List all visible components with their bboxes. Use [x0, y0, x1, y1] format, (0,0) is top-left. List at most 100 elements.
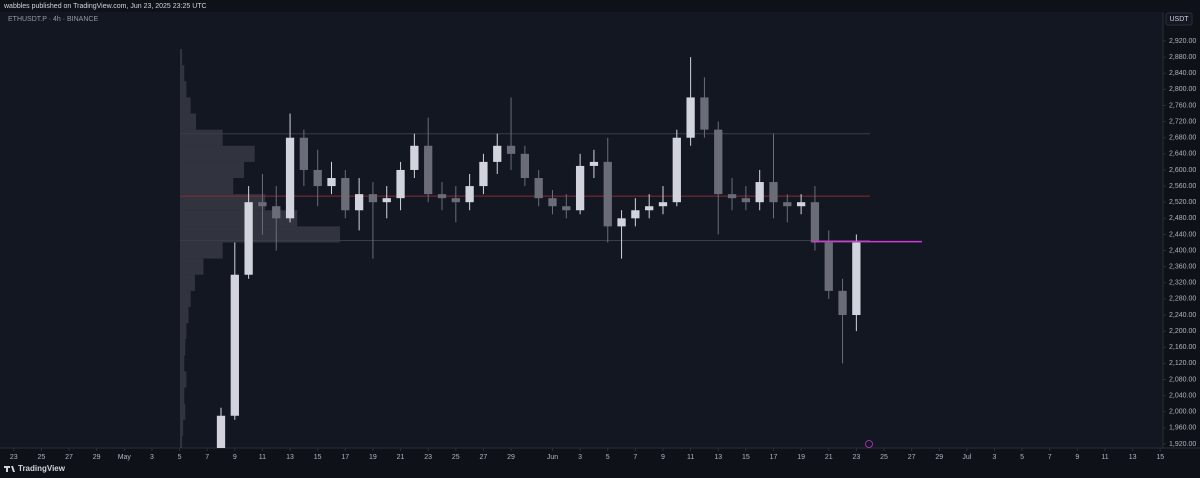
x-tick-label: 11	[259, 454, 266, 461]
x-tick-label: 5	[178, 454, 182, 461]
volume-profile-bar	[180, 113, 196, 130]
x-tick-label: 29	[935, 454, 943, 461]
y-tick-label: 1,960.00	[1169, 425, 1196, 432]
candle-body	[272, 206, 281, 219]
candle-body	[838, 290, 847, 316]
x-tick-label: 15	[314, 454, 322, 461]
x-tick-label: 25	[880, 454, 888, 461]
volume-profile-bar	[180, 387, 185, 404]
candle-body	[741, 198, 751, 203]
volume-profile-bar	[180, 355, 185, 372]
x-tick-label: 7	[633, 454, 637, 461]
volume-profile-bar	[180, 306, 189, 324]
x-tick-label: 3	[150, 454, 154, 461]
candle-body	[824, 242, 833, 291]
volume-profile-bar	[180, 290, 191, 307]
x-tick-label: 17	[341, 454, 349, 461]
y-tick-label: 2,760.00	[1169, 102, 1196, 109]
y-tick-label: 2,640.00	[1169, 151, 1196, 158]
candle-body	[645, 206, 654, 211]
y-tick-label: 2,280.00	[1169, 296, 1196, 303]
x-tick-label: 25	[452, 454, 460, 461]
volume-profile-bar	[180, 81, 187, 98]
y-tick-label: 2,480.00	[1169, 215, 1196, 222]
x-tick-label: 13	[286, 454, 294, 461]
currency-box[interactable]	[1165, 12, 1193, 26]
volume-profile-bar	[180, 419, 184, 436]
volume-profile-bar	[180, 65, 185, 82]
candle-body	[244, 202, 253, 275]
y-tick-label: 2,200.00	[1169, 328, 1196, 335]
y-tick-label: 2,400.00	[1169, 247, 1196, 254]
y-tick-label: 2,720.00	[1169, 118, 1196, 125]
x-tick-label: 17	[770, 454, 778, 461]
y-tick-label: 2,080.00	[1169, 376, 1196, 383]
candle-body	[755, 182, 764, 203]
y-tick-label: 2,600.00	[1169, 167, 1196, 174]
candle-body	[769, 182, 778, 203]
event-marker[interactable]	[865, 440, 873, 448]
x-tick-label: 21	[397, 454, 405, 461]
candle-body	[354, 194, 364, 211]
x-tick-label: 23	[424, 454, 432, 461]
candle-body	[410, 145, 419, 170]
x-tick-label: 3	[993, 454, 997, 461]
y-tick-label: 2,120.00	[1169, 360, 1196, 367]
currency[interactable]: USDT	[1169, 16, 1189, 23]
x-tick-label: 27	[908, 454, 916, 461]
candle-body	[548, 198, 557, 207]
volume-profile-bar	[180, 161, 244, 179]
logo-icon[interactable]	[4, 466, 15, 472]
x-tick-label: 19	[797, 454, 805, 461]
candle-body	[313, 169, 322, 187]
candle-body	[368, 194, 378, 203]
candle-body	[285, 137, 295, 219]
volume-profile-bar	[180, 274, 195, 291]
candle-body	[327, 178, 336, 187]
candle-body	[631, 210, 640, 219]
volume-profile-bar	[180, 210, 298, 227]
candle-body	[603, 161, 612, 227]
footer-logo[interactable]: TradingView	[4, 464, 66, 473]
volume-profile-bar	[180, 145, 255, 162]
x-tick-label: 27	[65, 454, 73, 461]
candle-body	[575, 165, 585, 211]
candle-body	[437, 194, 447, 199]
plot-layer	[180, 49, 922, 448]
x-tick-label: 29	[507, 454, 515, 461]
y-tick-label: 2,840.00	[1169, 70, 1196, 77]
volume-profile-bar	[180, 371, 187, 388]
volume-profile-bar	[180, 323, 187, 340]
candle-body	[714, 129, 723, 195]
volume-profile-bar	[180, 339, 186, 356]
x-tick-label: 9	[1075, 454, 1079, 461]
x-tick-label: 11	[1101, 454, 1108, 461]
x-tick-label: 15	[1156, 454, 1164, 461]
candle-body	[216, 415, 226, 448]
candle-body	[465, 186, 474, 203]
candle-body	[562, 206, 571, 211]
plot-area	[0, 12, 1163, 448]
x-tick-label: 23	[852, 454, 860, 461]
y-tick-label: 2,880.00	[1169, 54, 1196, 61]
x-tick-label: 3	[578, 454, 582, 461]
y-tick-label: 2,440.00	[1169, 231, 1196, 238]
volume-profile-bar	[180, 403, 186, 420]
candle-body	[258, 202, 267, 207]
candle-body	[479, 161, 488, 187]
brand[interactable]: TradingView	[18, 464, 66, 473]
volume-profile-bar	[180, 194, 266, 211]
candle-body	[852, 242, 861, 316]
volume-profile-bar	[180, 258, 204, 275]
x-tick-label: Jul	[962, 454, 971, 461]
x-tick-label: 21	[825, 454, 833, 461]
volume-profile-bar	[180, 242, 223, 259]
volume-profile-bar	[180, 97, 191, 114]
x-tick-label: 13	[1129, 454, 1137, 461]
x-tick-label: 9	[661, 454, 665, 461]
y-tick-label: 2,920.00	[1169, 38, 1196, 45]
candle-body	[451, 198, 460, 203]
y-tick-label: 2,240.00	[1169, 312, 1196, 319]
x-tick-label: 15	[742, 454, 750, 461]
